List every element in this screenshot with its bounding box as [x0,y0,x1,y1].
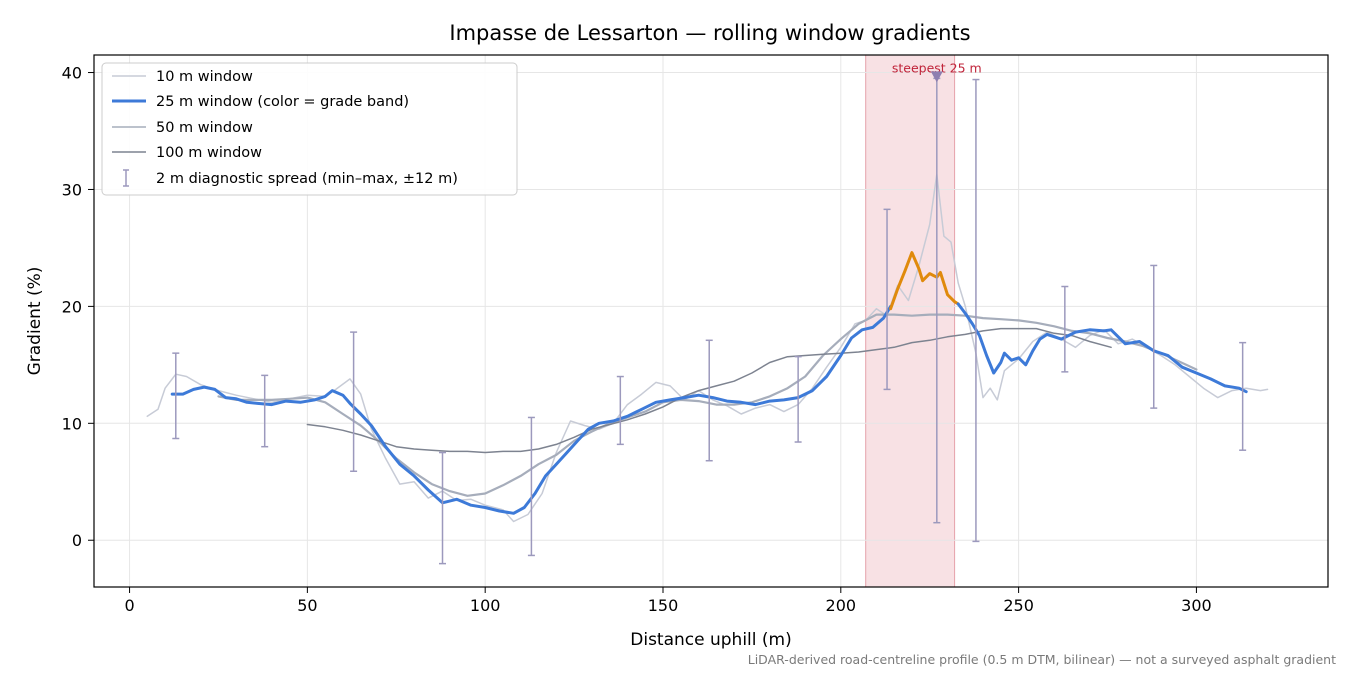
spread-bar [1150,264,1158,409]
spread-bar [705,339,713,462]
steepest-annotation: steepest 25 m [892,60,982,75]
spread-bar [883,208,891,391]
spread-bar [172,352,180,440]
x-axis-label: Distance uphill (m) [630,630,791,650]
legend-label-50m: 50 m window [156,120,253,136]
series-25m-steep-line [889,251,960,311]
legend-label-25m: 25 m window (color = grade band) [156,94,409,110]
spread-bar [616,375,624,446]
grid-layer [94,55,1328,587]
legend-label-10m: 10 m window [156,69,253,85]
legend-label-spread: 2 m diagnostic spread (min–max, ±12 m) [156,171,458,187]
legend-label-100m: 100 m window [156,145,262,161]
x-tick-label: 250 [1003,596,1034,615]
x-tick-label: 200 [826,596,857,615]
steepest-marker [930,71,943,83]
plot-frame [93,54,1329,588]
chart-title: Impasse de Lessarton — rolling window gr… [449,21,970,45]
x-tick-label: 150 [648,596,679,615]
legend-box [101,62,518,196]
spread-bar [972,78,980,543]
series-layer [146,173,1269,523]
x-tick-label: 100 [470,596,501,615]
series-50m-line [217,313,1198,497]
y-tick-label: 10 [62,414,82,433]
y-tick-label: 40 [62,64,82,83]
spread-bar [261,374,269,448]
x-tick-label: 50 [297,596,317,615]
spread-bar [527,416,535,557]
x-tick-label: 0 [124,596,134,615]
x-tick-label: 300 [1181,596,1212,615]
y-tick-label: 0 [72,531,82,550]
legend-swatch-spread [123,169,129,187]
footnote: LiDAR-derived road-centreline profile (0… [748,652,1336,667]
legend: 10 m window 25 m window (color = grade b… [101,62,518,196]
series-10m-line [146,173,1269,523]
series-25m-recovery-line [956,302,1248,394]
y-tick-label: 20 [62,297,82,316]
spread-bar [1061,285,1069,373]
series-100m-line [306,327,1112,454]
spread-bar [350,331,358,472]
annotation-layer: steepest 25 m [892,60,982,83]
spread-bar [439,451,447,565]
spread-bar [1239,341,1247,451]
tick-layer: 0 50 100 150 200 250 300 0 10 20 30 40 [62,64,1212,615]
y-tick-label: 30 [62,180,82,199]
series-25m-line [170,304,893,515]
y-axis-label: Gradient (%) [25,267,45,376]
spread-bar [794,355,802,443]
diagnostic-spread-layer [172,77,1247,565]
